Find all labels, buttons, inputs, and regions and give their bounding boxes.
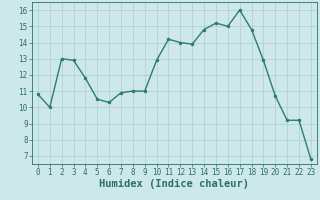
X-axis label: Humidex (Indice chaleur): Humidex (Indice chaleur) bbox=[100, 179, 249, 189]
